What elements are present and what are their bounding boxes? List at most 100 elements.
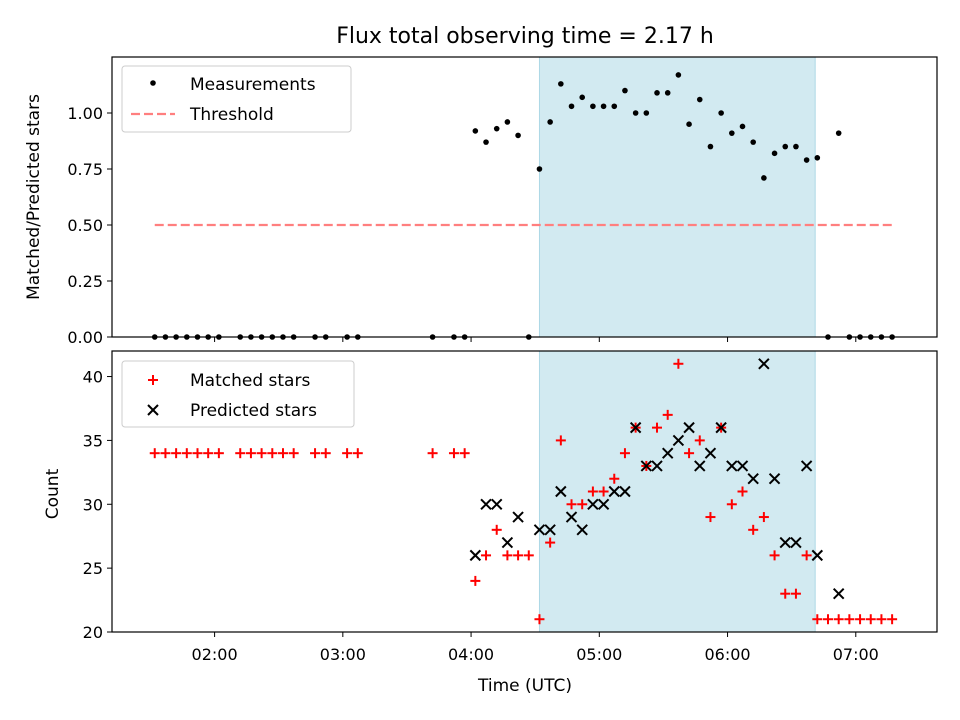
matched-star-marker bbox=[213, 448, 224, 459]
measurement-point bbox=[739, 123, 746, 130]
matched-star-marker bbox=[171, 448, 182, 459]
matched-star-marker bbox=[160, 448, 171, 459]
x-tick-label: 05:00 bbox=[576, 645, 622, 664]
predicted-star-marker bbox=[512, 511, 524, 523]
legend-frame bbox=[121, 65, 352, 133]
matched-star-marker bbox=[534, 614, 545, 625]
measurement-point bbox=[707, 143, 714, 150]
y-tick-label: 0.00 bbox=[67, 328, 103, 347]
measurement-point bbox=[493, 125, 500, 132]
predicted-star-marker bbox=[491, 498, 503, 510]
matched-star-marker bbox=[758, 512, 769, 523]
legend-frame bbox=[121, 360, 355, 428]
matched-star-marker bbox=[149, 448, 160, 459]
matched-star-marker bbox=[833, 614, 844, 625]
matched-star-marker bbox=[513, 550, 524, 561]
matched-star-marker bbox=[523, 550, 534, 561]
matched-star-marker bbox=[684, 448, 695, 459]
matched-star-marker bbox=[865, 614, 876, 625]
predicted-star-marker bbox=[715, 421, 727, 434]
matched-star-marker bbox=[310, 448, 321, 459]
legend-label-matched: Matched stars bbox=[190, 371, 310, 391]
matched-star-marker bbox=[619, 448, 630, 459]
matched-star-marker bbox=[801, 550, 812, 561]
y-tick-label: 30 bbox=[83, 495, 103, 514]
measurement-point bbox=[472, 128, 479, 134]
matched-star-marker bbox=[812, 614, 823, 625]
matched-star-marker bbox=[876, 614, 887, 625]
measurement-point bbox=[611, 103, 618, 110]
measurement-point bbox=[761, 175, 767, 181]
predicted-star-marker bbox=[832, 587, 845, 600]
predicted-star-marker bbox=[694, 460, 706, 472]
matched-star-marker bbox=[609, 473, 620, 484]
matched-star-marker bbox=[235, 448, 246, 459]
y-tick-label: 0.75 bbox=[67, 160, 103, 179]
matched-star-marker bbox=[502, 550, 513, 561]
matched-star-marker bbox=[491, 524, 502, 535]
matched-star-marker bbox=[459, 448, 470, 459]
matched-star-marker bbox=[148, 375, 158, 385]
predicted-star-marker bbox=[587, 498, 599, 510]
predicted-star-marker bbox=[640, 460, 653, 472]
matched-star-marker bbox=[790, 588, 801, 599]
measurement-point bbox=[483, 139, 489, 145]
measurement-point bbox=[568, 103, 575, 110]
shaded-band bbox=[538, 350, 816, 633]
matched-star-marker bbox=[662, 409, 673, 420]
measurement-point bbox=[664, 90, 671, 96]
matched-star-marker bbox=[203, 448, 214, 459]
measurement-point bbox=[803, 157, 810, 163]
measurement-point bbox=[590, 103, 596, 110]
matched-star-marker bbox=[181, 448, 192, 459]
matched-star-marker bbox=[566, 499, 577, 510]
y-tick-label: 25 bbox=[83, 559, 103, 578]
x-tick-label: 04:00 bbox=[448, 645, 494, 664]
measurement-point bbox=[643, 110, 650, 116]
matched-star-marker bbox=[587, 486, 598, 497]
predicted-star-marker bbox=[533, 524, 546, 536]
matched-star-marker bbox=[555, 435, 566, 446]
predicted-star-marker bbox=[544, 524, 556, 536]
predicted-star-marker bbox=[608, 485, 620, 498]
bottom-plot-frame bbox=[111, 350, 938, 633]
matched-star-marker bbox=[887, 614, 898, 625]
shaded-band bbox=[538, 56, 816, 338]
measurement-point bbox=[814, 155, 821, 161]
matched-star-marker bbox=[352, 448, 363, 459]
bottom-panel: 20 25 30 35 40 02:00 03:00 04:00 05:00 06:00 07:00… bbox=[83, 350, 938, 664]
matched-star-marker bbox=[822, 614, 833, 625]
matched-star-marker bbox=[694, 435, 705, 446]
matched-star-marker bbox=[748, 524, 759, 535]
matched-star-marker bbox=[448, 448, 459, 459]
matched-star-marker bbox=[256, 448, 267, 459]
y-tick-label: 1.00 bbox=[67, 104, 103, 123]
predicted-star-marker bbox=[704, 447, 717, 459]
predicted-star-marker bbox=[469, 549, 482, 562]
measurement-point bbox=[622, 87, 628, 94]
matched-star-marker bbox=[855, 614, 866, 625]
matched-star-marker bbox=[705, 512, 716, 523]
top-legend: Measurements Threshold bbox=[121, 65, 352, 133]
predicted-star-marker bbox=[661, 447, 674, 459]
measurement-point bbox=[793, 143, 799, 150]
top-panel: 0.00 0.25 0.50 0.75 1.00 Measurements Threshol… bbox=[67, 56, 938, 347]
x-axis-label: Time (UTC) bbox=[477, 676, 572, 696]
predicted-star-marker bbox=[565, 511, 578, 523]
measurement-point bbox=[547, 119, 553, 125]
measurement-point bbox=[632, 110, 639, 116]
measurement-point bbox=[782, 143, 789, 150]
predicted-star-marker bbox=[480, 498, 492, 510]
matched-star-marker bbox=[737, 486, 748, 497]
measurement-point bbox=[675, 72, 682, 78]
predicted-star-marker bbox=[672, 434, 685, 447]
predicted-star-marker bbox=[629, 421, 642, 434]
predicted-star-marker bbox=[651, 460, 663, 472]
measurement-point bbox=[835, 130, 842, 136]
matched-star-marker bbox=[192, 448, 203, 459]
matched-star-marker bbox=[844, 614, 855, 625]
top-y-axis-label: Matched/Predicted stars bbox=[24, 94, 44, 300]
predicted-star-marker bbox=[758, 358, 770, 370]
matched-star-marker bbox=[769, 550, 780, 561]
measurement-point bbox=[718, 110, 724, 116]
